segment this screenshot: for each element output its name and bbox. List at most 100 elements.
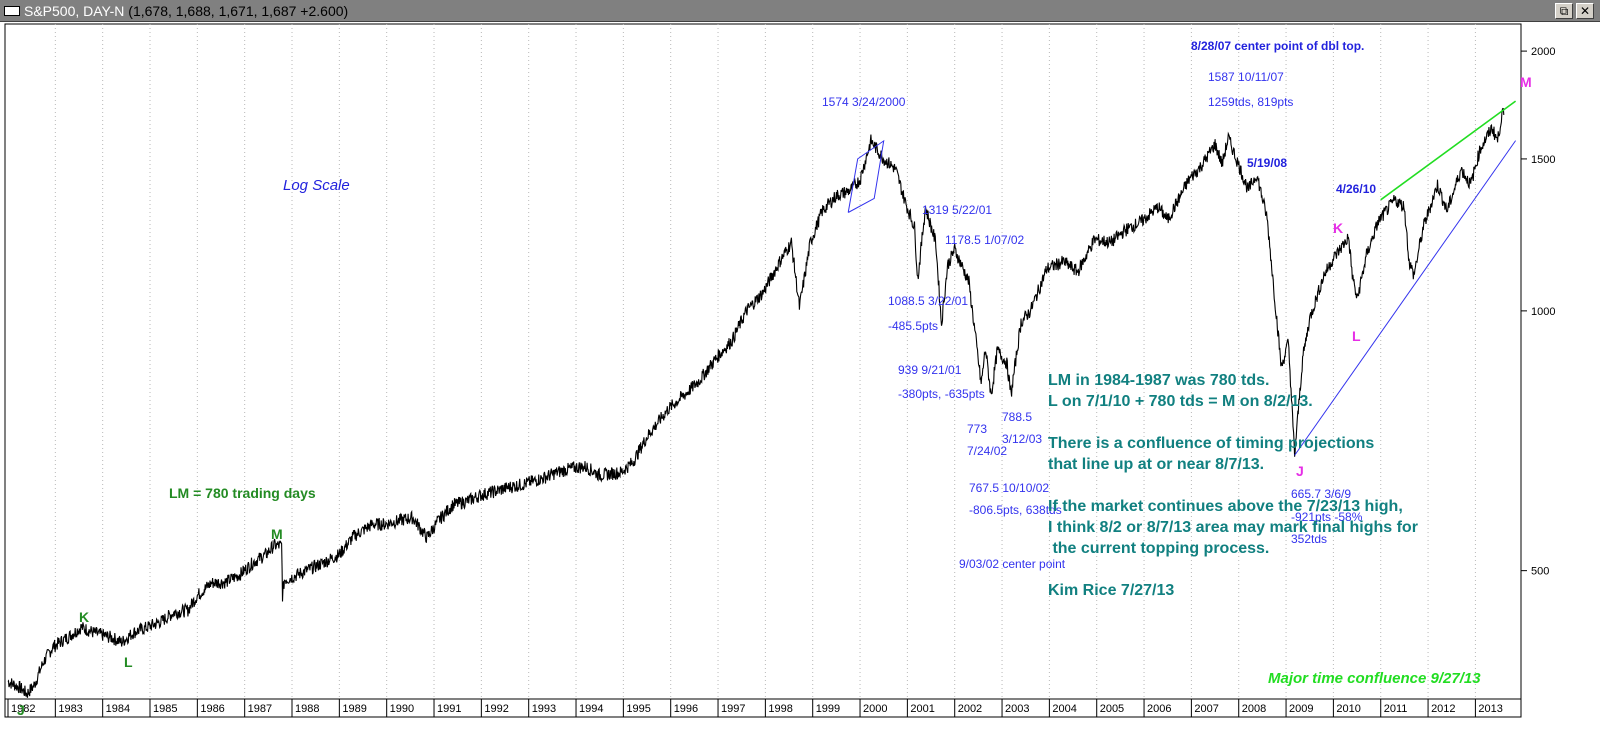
chart-annotation: LM = 780 trading days [169,485,316,501]
window-icon [4,6,20,16]
chart-annotation: K [1333,220,1344,236]
trend-line [1294,140,1517,456]
chart-annotation: 1259tds, 819pts [1208,95,1294,109]
note-line: There is a confluence of timing projecti… [1048,435,1375,452]
y-tick-label: 500 [1531,566,1549,578]
chart-annotation: K [79,609,90,625]
plot-area [4,23,1522,700]
x-tick-label: 1989 [342,703,366,715]
x-tick-label: 2004 [1052,703,1076,715]
note-line: L on 7/1/10 + 780 tds = M on 8/2/13. [1048,393,1313,410]
chart-annotation: J [1296,463,1304,479]
chart-annotation: 9/03/02 center point [959,557,1066,571]
x-tick-label: 1985 [153,703,177,715]
x-tick-label: 2006 [1147,703,1171,715]
note-line [1048,559,1418,580]
chart-annotation: -921pts -58% [1291,510,1363,524]
chart-annotation: 1574 3/24/2000 [822,95,906,109]
chart-annotation: 939 9/21/01 [898,363,962,377]
x-tick-label: 1994 [579,703,603,715]
chart-annotation: Log Scale [283,177,350,194]
chart-annotation: 788.5 [1002,410,1033,424]
trend-line [1380,100,1517,201]
chart-annotation: 7/24/02 [967,444,1008,458]
x-tick-label: 1996 [674,703,698,715]
x-tick-label: 2002 [958,703,982,715]
footer-note: Major time confluence 9/27/13 [1268,670,1481,687]
close-button[interactable]: ✕ [1576,3,1594,19]
chart-frame[interactable]: 2000 1500 1000 500 1982 1983 1984 1985 1986 1987… [0,22,1600,739]
note-line: the current topping process. [1048,540,1270,557]
chart-annotation: 665.7 3/6/9 [1291,487,1352,501]
y-tick-label: 1000 [1531,306,1555,318]
x-tick-label: 1993 [532,703,556,715]
chart-annotation: 773 [967,422,988,436]
chart-annotation: 767.5 10/10/02 [969,481,1050,495]
x-tick-label: 2007 [1194,703,1218,715]
restore-button[interactable]: ⧉ [1555,3,1573,19]
x-tick-label: 1983 [58,703,82,715]
y-tick-label: 2000 [1531,46,1555,58]
chart-annotation: M [1520,74,1532,90]
chart-annotation: 8/28/07 center point of dbl top. [1191,39,1365,53]
x-tick-label: 1998 [768,703,792,715]
notes-block: LM in 1984-1987 was 780 tds. L on 7/1/10 … [1048,370,1418,601]
chart-annotation: -485.5pts [888,319,939,333]
x-tick-label: 1990 [390,703,414,715]
x-tick-label: 2012 [1431,703,1455,715]
note-line [1048,475,1418,496]
chart-annotation: -380pts, -635pts [898,387,985,401]
x-tick-label: 1982 [11,703,35,715]
x-tick-label: 2000 [863,703,887,715]
chart-annotation: -806.5pts, 638tds [969,503,1062,517]
chart-annotation: 1319 5/22/01 [922,203,993,217]
x-tick-label: 2011 [1384,703,1408,715]
x-axis: 1982 1983 1984 1985 1986 1987 1988 1989 1990 1991… [7,699,1503,717]
note-line: LM in 1984-1987 was 780 tds. [1048,372,1270,389]
grid-lines [54,24,1476,699]
x-tick-label: 2003 [1005,703,1029,715]
x-tick-label: 2010 [1336,703,1360,715]
price-readout: (1,678, 1,688, 1,671, 1,687 +2.600) [128,3,349,19]
chart-annotation: M [271,526,283,542]
x-tick-label: 2013 [1478,703,1502,715]
x-tick-label: 1988 [295,703,319,715]
trend-line [847,139,885,213]
x-tick-label: 2001 [910,703,934,715]
window-title: S&P500, DAY-N (1,678, 1,688, 1,671, 1,68… [24,3,348,19]
x-tick-label: 2005 [1100,703,1124,715]
chart-annotation: 1088.5 3/22/01 [888,294,969,308]
y-axis: 2000 1500 1000 500 [1521,46,1555,578]
chart-annotation: 1587 10/11/07 [1208,70,1284,84]
chart-annotation: 1178.5 1/07/02 [945,233,1025,247]
note-line [1048,412,1418,433]
x-tick-label: 1984 [106,703,130,715]
x-tick-label: 1999 [816,703,840,715]
note-line: Kim Rice 7/27/13 [1048,582,1175,599]
x-tick-label: 1995 [626,703,650,715]
x-tick-label: 1987 [248,703,272,715]
x-tick-label: 1986 [200,703,224,715]
chart-annotation: L [1352,328,1361,344]
x-tick-label: 1997 [721,703,745,715]
price-series-line [7,107,1505,698]
chart-annotation: J [17,702,25,718]
window-titlebar: S&P500, DAY-N (1,678, 1,688, 1,671, 1,68… [0,0,1600,22]
note-line: I think 8/2 or 8/7/13 area may mark fina… [1048,519,1418,536]
x-tick-label: 1992 [484,703,508,715]
chart-annotation: L [124,654,133,670]
note-line: that line up at or near 8/7/13. [1048,456,1265,473]
chart-symbol: S&P500, DAY-N [24,3,125,19]
note-line: If the market continues above the 7/23/1… [1048,498,1403,515]
chart-annotation: 4/26/10 [1336,182,1377,196]
chart-annotation: 352tds [1291,532,1328,546]
y-tick-label: 1500 [1531,154,1555,166]
series-layer [7,100,1517,698]
price-chart[interactable]: 2000 1500 1000 500 1982 1983 1984 1985 1986 1987… [0,22,1600,739]
restore-icon: ⧉ [1559,4,1569,18]
x-tick-label: 1991 [437,703,461,715]
chart-annotation: 5/19/08 [1247,156,1288,170]
x-tick-label: 2008 [1242,703,1266,715]
chart-annotation: 3/12/03 [1002,432,1043,446]
x-axis-bar [4,698,1522,718]
